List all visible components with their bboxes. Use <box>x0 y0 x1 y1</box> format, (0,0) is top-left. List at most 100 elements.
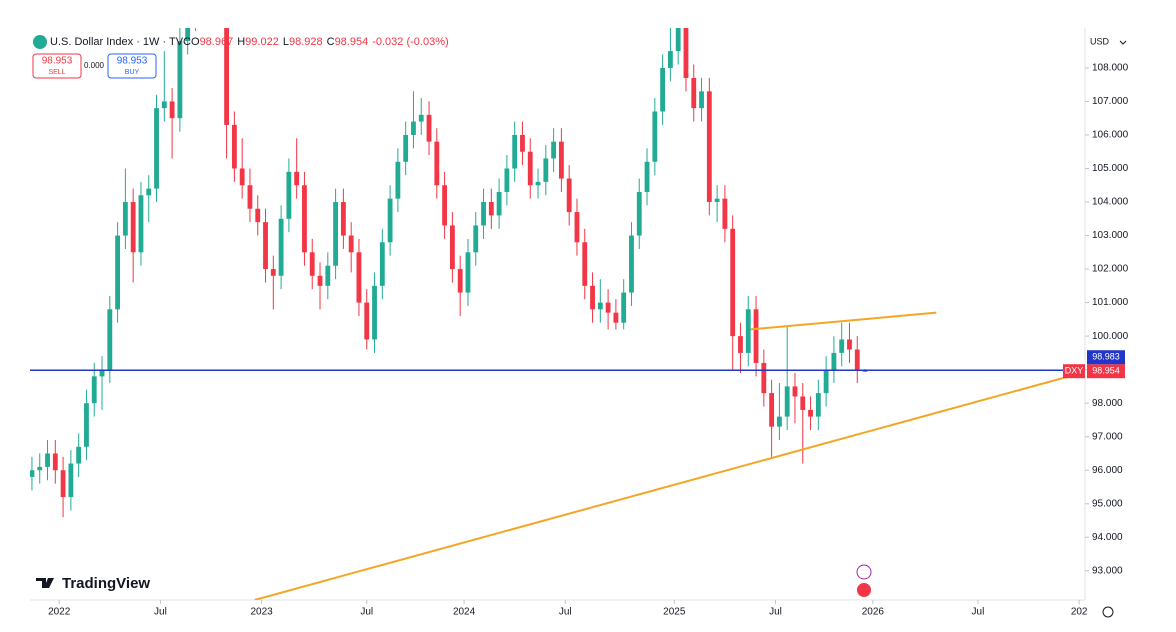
candle-body <box>815 393 821 417</box>
buy-label[interactable]: BUY <box>125 69 140 76</box>
candle-body <box>107 309 113 370</box>
candle-body <box>379 242 385 286</box>
x-tick-label: Jul <box>972 607 985 618</box>
candle-body <box>30 470 35 477</box>
overlay: U.S. Dollar Index · 1W · TVCO98.967 H99.0… <box>32 35 1129 618</box>
x-tick-label: Jul <box>154 607 167 618</box>
candle-body <box>551 141 557 159</box>
ohlc-value: 98.928 <box>289 36 323 48</box>
sell-label[interactable]: SELL <box>48 69 65 76</box>
last-price-label: 98.954 <box>1092 366 1120 376</box>
y-tick-label: 105.000 <box>1092 163 1129 174</box>
candle-body <box>68 463 74 498</box>
candle-body <box>706 91 712 203</box>
candle-body <box>302 185 307 253</box>
symbol-icon <box>33 35 47 49</box>
candle-body <box>317 275 323 286</box>
candle-body <box>558 141 564 179</box>
buy-button[interactable] <box>107 53 157 79</box>
y-tick-label: 101.000 <box>1092 297 1129 308</box>
candle-body <box>37 466 43 471</box>
y-tick-label: 104.000 <box>1092 197 1129 208</box>
candle-body <box>403 134 409 162</box>
candle-body <box>652 111 658 162</box>
x-tick-label: Jul <box>769 607 782 618</box>
candle-body <box>263 222 268 270</box>
buy-price[interactable]: 98.953 <box>117 56 148 67</box>
candle-body <box>629 235 634 293</box>
ohlc-value: 98.954 <box>335 36 369 48</box>
candle-body <box>76 446 82 464</box>
candle-body <box>169 101 175 119</box>
candle-body <box>224 28 230 125</box>
candle-body <box>340 202 346 236</box>
candle-body <box>348 235 354 253</box>
candle-body <box>99 369 105 377</box>
candle-body <box>691 77 697 109</box>
candle-body <box>411 121 416 135</box>
candle-body <box>847 339 852 350</box>
candle-body <box>699 91 704 109</box>
hline-tag <box>1087 350 1125 365</box>
candle-body <box>130 202 136 253</box>
x-tick-label: 2026 <box>862 607 885 618</box>
candle-body <box>590 285 595 310</box>
y-tick-label: 95.000 <box>1092 498 1123 509</box>
candle-body <box>753 309 759 363</box>
y-tick-label: 103.000 <box>1092 230 1129 241</box>
currency[interactable]: USD <box>1090 36 1110 46</box>
candle-body <box>683 28 689 78</box>
candle-body <box>667 51 673 68</box>
candle-body <box>434 141 440 186</box>
candle-body <box>395 161 401 199</box>
flag-icon[interactable] <box>857 583 871 597</box>
sell-price[interactable]: 98.953 <box>42 56 73 67</box>
y-tick-label: 96.000 <box>1092 465 1123 476</box>
currency-caret[interactable] <box>1119 40 1127 45</box>
candle-body <box>800 396 806 410</box>
candle-body <box>776 416 782 427</box>
y-tick-label: 97.000 <box>1092 431 1123 442</box>
ohlc-prefix: L <box>283 36 289 48</box>
sell-button[interactable] <box>32 53 82 79</box>
ohlc-prefix: C <box>327 36 335 48</box>
candle-body <box>161 101 167 109</box>
candle-body <box>387 198 393 243</box>
settings-icon[interactable] <box>1102 606 1114 618</box>
ohlc-prefix: H <box>237 36 245 48</box>
candle-body <box>714 198 720 203</box>
candle-body <box>784 386 790 417</box>
candle-body <box>84 403 89 447</box>
y-tick-label: 108.000 <box>1092 63 1129 74</box>
change: -0.032 (-0.03%) <box>372 36 448 48</box>
candle-body <box>325 265 331 286</box>
candle-body <box>566 178 572 213</box>
candle-body <box>527 151 533 186</box>
candle-body <box>636 191 642 236</box>
candle-body <box>597 302 603 310</box>
candle-body <box>792 386 798 397</box>
x-tick-label: Jul <box>559 607 572 618</box>
plot-area <box>30 28 1085 600</box>
candle-body <box>823 369 829 394</box>
candle-body <box>60 470 66 498</box>
candle-body <box>473 225 479 253</box>
candle-body <box>862 370 868 372</box>
symbol-tag-label: DXY <box>1065 366 1084 376</box>
candle-body <box>621 292 627 323</box>
event-icon[interactable] <box>856 564 872 580</box>
candle-body <box>465 252 471 293</box>
hline-label: 98.983 <box>1092 352 1120 362</box>
ohlc-value: 99.022 <box>245 36 279 48</box>
candle-body <box>418 114 424 122</box>
candle-body <box>278 218 284 276</box>
candle-body <box>535 181 541 186</box>
symbol-tag <box>1063 364 1085 379</box>
candle-body <box>660 67 666 112</box>
candle-body <box>239 168 245 186</box>
ohlc-prefix: O <box>191 36 200 48</box>
x-tick-label: 202 <box>1071 607 1088 618</box>
candle-body <box>543 158 549 182</box>
